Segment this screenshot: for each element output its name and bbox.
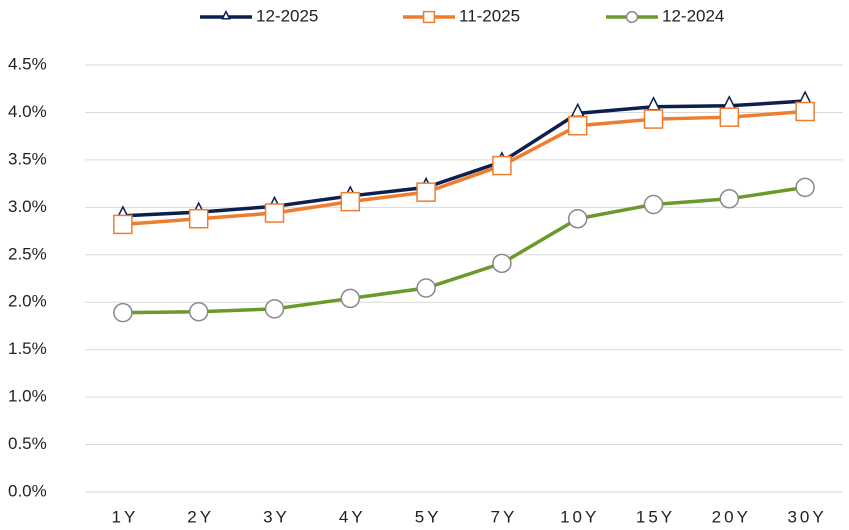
- marker: [113, 302, 133, 323]
- marker: [567, 115, 588, 136]
- x-tick-label: 7Y: [491, 507, 518, 526]
- legend-marker: [221, 9, 231, 20]
- marker: [722, 95, 737, 110]
- marker: [719, 189, 740, 209]
- marker: [416, 278, 436, 298]
- series-line: [122, 109, 806, 227]
- legend-marker: [625, 10, 639, 24]
- legend-label: 11-2025: [459, 6, 520, 25]
- marker: [340, 191, 361, 212]
- marker: [570, 102, 585, 118]
- x-tick-label: 20Y: [712, 507, 751, 526]
- marker: [113, 214, 133, 235]
- y-tick-label: 2.0%: [8, 292, 47, 311]
- marker: [492, 253, 512, 274]
- marker: [264, 299, 285, 319]
- x-tick-label: 1Y: [112, 507, 139, 526]
- marker: [719, 107, 740, 127]
- y-tick-label: 2.5%: [8, 244, 47, 263]
- x-tick-label: 4Y: [339, 507, 366, 526]
- marker: [188, 208, 209, 229]
- marker: [643, 109, 664, 129]
- marker: [340, 288, 361, 309]
- x-tick-label: 10Y: [560, 507, 599, 526]
- y-tick-label: 1.0%: [8, 387, 47, 406]
- legend-marker: [422, 10, 436, 24]
- y-tick-label: 0.5%: [8, 434, 47, 453]
- x-tick-label: 15Y: [636, 507, 675, 526]
- marker: [188, 301, 209, 322]
- legend-label: 12-2024: [662, 6, 724, 25]
- x-tick-label: 30Y: [787, 507, 826, 526]
- series-line: [122, 99, 806, 218]
- y-tick-label: 4.0%: [8, 102, 47, 121]
- x-tick-label: 2Y: [187, 507, 214, 526]
- marker: [264, 203, 285, 223]
- y-tick-label: 3.0%: [8, 197, 47, 216]
- x-tick-label: 5Y: [415, 507, 442, 526]
- x-tick-label: 3Y: [263, 507, 290, 526]
- marker: [795, 177, 815, 198]
- y-tick-label: 0.0%: [8, 481, 47, 500]
- marker: [643, 194, 664, 215]
- marker: [416, 182, 436, 202]
- marker: [795, 101, 815, 122]
- y-tick-label: 3.5%: [8, 149, 47, 168]
- series-line: [122, 185, 806, 315]
- marker: [492, 155, 512, 176]
- y-tick-label: 4.5%: [8, 54, 47, 73]
- marker: [567, 208, 588, 229]
- marker: [646, 96, 661, 111]
- legend-label: 12-2025: [256, 6, 318, 25]
- y-tick-label: 1.5%: [8, 339, 47, 358]
